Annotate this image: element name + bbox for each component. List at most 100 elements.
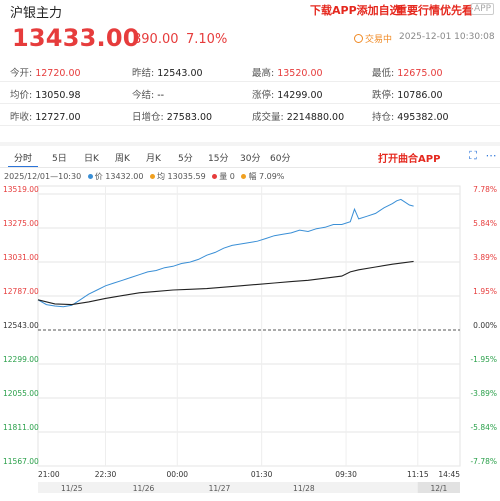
tab-9[interactable]: 60分 bbox=[270, 154, 291, 164]
stat-cell: 最高: 13520.00 bbox=[252, 65, 323, 79]
tab-6[interactable]: 5分 bbox=[178, 154, 193, 164]
x-time-label: 09:30 bbox=[335, 470, 357, 479]
stat-label: 涨停: bbox=[252, 90, 275, 101]
stat-value: 10786.00 bbox=[397, 90, 443, 101]
y-tick-label-left: 13275.00 bbox=[3, 219, 39, 228]
quote-stats-table: 今开: 12720.00 昨结: 12543.00 最高: 13520.00 最低: 1267… bbox=[0, 60, 500, 126]
legend-avg-label: 均 bbox=[156, 172, 165, 181]
contract-title: 沪银主力 bbox=[10, 6, 63, 21]
y-tick-label-left: 12055.00 bbox=[3, 389, 39, 398]
y-tick-label-right: -1.95% bbox=[470, 355, 497, 364]
stat-label: 日增仓: bbox=[132, 112, 164, 123]
stats-row: 今开: 12720.00 昨结: 12543.00 最高: 13520.00 最低: 1267… bbox=[0, 60, 500, 82]
x-time-label: 14:45 bbox=[438, 470, 460, 479]
x-date-label: 11/26 bbox=[133, 484, 155, 493]
y-tick-label-right: 3.89% bbox=[473, 253, 497, 262]
x-date-label: 12/1 bbox=[430, 484, 447, 493]
x-time-label: 01:30 bbox=[251, 470, 273, 479]
y-tick-label-left: 13031.00 bbox=[3, 253, 39, 262]
stat-value: 12675.00 bbox=[397, 68, 443, 79]
download-app-link[interactable]: 下载APP添加自选 bbox=[310, 4, 401, 17]
stat-value: 2214880.00 bbox=[286, 112, 345, 123]
stat-cell: 成交量: 2214880.00 bbox=[252, 109, 344, 123]
price-change-percent: 7.10% bbox=[186, 32, 228, 47]
x-time-label: 00:00 bbox=[166, 470, 188, 479]
open-app-button[interactable]: 打开曲合APP bbox=[378, 154, 441, 165]
tab-3[interactable]: 日K bbox=[84, 154, 99, 164]
legend-price-label: 价 bbox=[94, 172, 103, 181]
stat-label: 成交量: bbox=[252, 112, 284, 123]
stat-value: 12543.00 bbox=[157, 68, 203, 79]
stat-cell: 跌停: 10786.00 bbox=[372, 87, 443, 101]
y-tick-label-right: -5.84% bbox=[470, 423, 497, 432]
stat-value: 12720.00 bbox=[35, 68, 81, 79]
y-tick-label-right: 1.95% bbox=[473, 287, 497, 296]
stat-value: 27583.00 bbox=[166, 112, 213, 123]
app-badge[interactable]: APP bbox=[471, 3, 495, 15]
stat-label: 今开: bbox=[10, 68, 33, 79]
x-date-label: 11/25 bbox=[61, 484, 83, 493]
y-tick-label-right: -7.78% bbox=[470, 457, 497, 466]
stat-cell: 持仓: 495382.00 bbox=[372, 109, 449, 123]
legend-amplitude: 7.09% bbox=[258, 172, 285, 181]
stat-cell: 涨停: 14299.00 bbox=[252, 87, 323, 101]
stat-cell: 均价: 13050.98 bbox=[10, 87, 81, 101]
tab-5[interactable]: 月K bbox=[146, 154, 161, 164]
tab-4[interactable]: 周K bbox=[115, 154, 130, 164]
quote-timestamp: 2025-12-01 10:30:08 bbox=[399, 32, 495, 42]
stat-label: 均价: bbox=[10, 90, 33, 101]
stat-label: 昨结: bbox=[132, 68, 155, 79]
stat-value: 13050.98 bbox=[35, 90, 81, 101]
stat-value: 495382.00 bbox=[397, 112, 449, 123]
stat-cell: 日增仓: 27583.00 bbox=[132, 109, 212, 123]
stats-row: 昨收: 12727.00 日增仓: 27583.00 成交量: 2214880.00 持仓:… bbox=[0, 104, 500, 126]
stat-label: 持仓: bbox=[372, 112, 395, 123]
stat-cell: 昨结: 12543.00 bbox=[132, 65, 203, 79]
y-tick-label-right: 7.78% bbox=[473, 185, 497, 194]
last-price: 13433.00 bbox=[12, 24, 140, 52]
stat-cell: 今开: 12720.00 bbox=[10, 65, 81, 79]
fullscreen-icon[interactable]: ⛶ bbox=[469, 149, 477, 162]
average-line bbox=[37, 260, 414, 306]
stat-label: 今结: bbox=[132, 90, 155, 101]
more-icon[interactable]: ⋯ bbox=[485, 149, 497, 162]
x-time-label: 21:00 bbox=[38, 470, 60, 479]
stat-value: 14299.00 bbox=[277, 90, 323, 101]
stat-cell: 昨收: 12727.00 bbox=[10, 109, 81, 123]
stat-label: 最高: bbox=[252, 68, 275, 79]
y-tick-label-left: 12543.00 bbox=[3, 321, 39, 330]
date-strip-current bbox=[417, 482, 460, 493]
x-date-label: 11/28 bbox=[293, 484, 315, 493]
tabs-divider bbox=[0, 167, 500, 168]
stat-value: 13520.00 bbox=[277, 68, 323, 79]
stat-value: 12727.00 bbox=[35, 112, 81, 123]
trading-status: 交易中 bbox=[354, 32, 392, 45]
date-strip bbox=[38, 482, 460, 493]
legend-avg: 13035.59 bbox=[167, 172, 206, 181]
y-tick-label-left: 12299.00 bbox=[3, 355, 39, 364]
stat-label: 最低: bbox=[372, 68, 395, 79]
x-time-label: 22:30 bbox=[95, 470, 117, 479]
amplitude-dot-icon bbox=[241, 174, 247, 179]
stat-value: -- bbox=[157, 90, 165, 101]
y-tick-label-right: 0.00% bbox=[473, 321, 497, 330]
y-tick-label-left: 11567.00 bbox=[3, 457, 39, 466]
section-divider bbox=[0, 142, 500, 146]
y-tick-label-right: -3.89% bbox=[470, 389, 497, 398]
x-time-label: 11:15 bbox=[407, 470, 429, 479]
legend-price: 13432.00 bbox=[105, 172, 144, 181]
legend-time: 2025/12/01—10:30 bbox=[4, 172, 82, 181]
legend-amplitude-label: 幅 bbox=[248, 172, 257, 181]
tab-7[interactable]: 15分 bbox=[208, 154, 229, 164]
priority-quotes-link[interactable]: 重要行情优先看 bbox=[396, 4, 473, 17]
price-dot-icon bbox=[87, 174, 93, 179]
stat-label: 昨收: bbox=[10, 112, 33, 123]
x-date-label: 11/27 bbox=[209, 484, 231, 493]
y-tick-label-right: 5.84% bbox=[473, 219, 497, 228]
tab-8[interactable]: 30分 bbox=[240, 154, 261, 164]
chart-legend: 2025/12/01—10:30 价 13432.00 均 13035.59 量… bbox=[4, 171, 284, 182]
y-tick-label-left: 11811.00 bbox=[3, 423, 39, 432]
stat-cell: 最低: 12675.00 bbox=[372, 65, 443, 79]
tab-2[interactable]: 5日 bbox=[52, 154, 67, 164]
